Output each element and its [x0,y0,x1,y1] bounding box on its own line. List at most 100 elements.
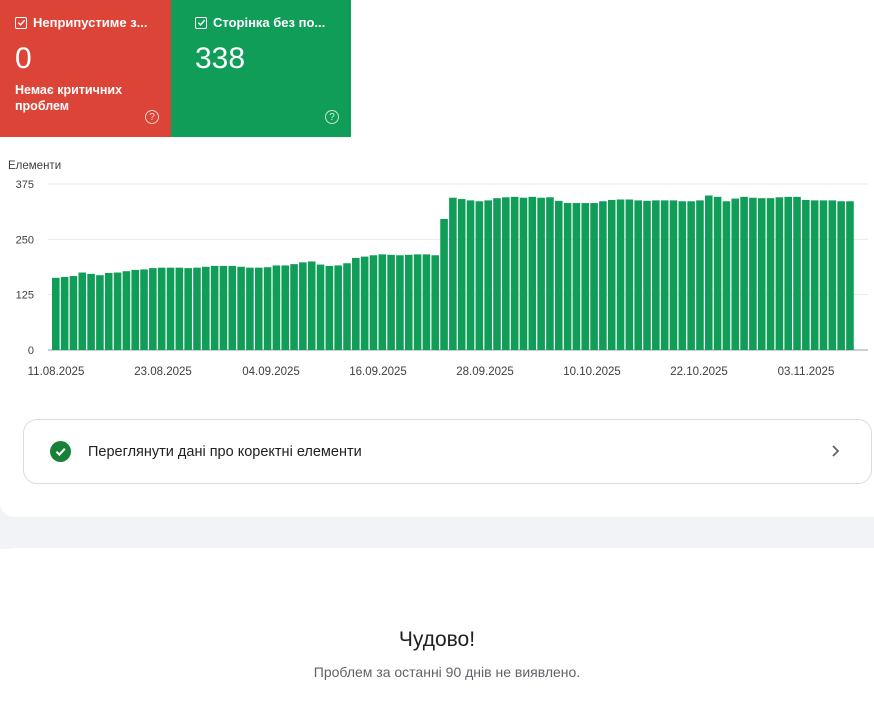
bar[interactable] [413,254,422,350]
bar[interactable] [678,201,687,350]
bar[interactable] [652,200,660,350]
bar[interactable] [599,201,607,350]
bar[interactable] [819,200,828,350]
bar[interactable] [749,197,757,350]
bar[interactable] [254,267,263,350]
bar[interactable] [537,197,545,350]
bar[interactable] [502,197,510,350]
bar[interactable] [387,254,395,350]
bar[interactable] [87,273,95,350]
bar[interactable] [78,272,87,350]
bar[interactable] [113,272,122,350]
bar[interactable] [572,203,581,350]
bar[interactable] [696,200,704,350]
bar[interactable] [334,265,342,350]
bar[interactable] [660,200,669,350]
bar[interactable] [793,196,801,350]
bar[interactable] [175,267,184,350]
bar[interactable] [802,199,810,350]
bar[interactable] [528,196,537,350]
bar[interactable] [643,200,651,350]
bar[interactable] [669,200,678,350]
bar[interactable] [369,255,378,350]
bar[interactable] [440,218,448,350]
bar[interactable] [784,196,792,350]
bar[interactable] [157,267,166,350]
bar[interactable] [202,266,210,350]
bar[interactable] [581,203,590,350]
bar[interactable] [360,256,369,350]
bar[interactable] [722,201,731,350]
bar[interactable] [449,197,457,350]
bar[interactable] [122,271,131,350]
bar[interactable] [687,201,695,350]
bar[interactable] [307,261,316,350]
bar[interactable] [740,196,748,350]
checkbox-checked-icon[interactable] [195,16,207,29]
bar[interactable] [466,200,475,350]
bar[interactable] [493,198,501,350]
bar[interactable] [731,198,740,350]
bar[interactable] [52,277,60,350]
bar[interactable] [828,200,837,350]
bar[interactable] [422,254,431,350]
bar[interactable] [590,203,598,350]
bar[interactable] [69,276,78,350]
bar[interactable] [290,264,298,350]
bar[interactable] [272,265,281,350]
report-section: Неприпустиме з... 0 Немає критичних проб… [0,0,872,484]
bar[interactable] [263,267,272,350]
valid-items-card[interactable]: Сторінка без по... 338 ? [171,0,351,137]
bar[interactable] [96,275,104,350]
bar[interactable] [246,267,254,350]
bar[interactable] [431,255,440,350]
x-tick-label: 23.08.2025 [134,366,192,378]
bar[interactable] [281,265,290,350]
bar[interactable] [193,267,201,350]
bar[interactable] [237,266,245,350]
bar[interactable] [184,268,192,350]
invalid-items-card[interactable]: Неприпустиме з... 0 Немає критичних проб… [0,0,171,137]
bar[interactable] [457,199,466,350]
bar[interactable] [616,199,625,350]
bar[interactable] [563,203,572,350]
bar[interactable] [625,199,634,350]
bar[interactable] [607,199,616,350]
bar[interactable] [484,200,492,350]
view-valid-items-row[interactable]: Переглянути дані про коректні елементи [23,419,872,484]
bar[interactable] [166,267,175,350]
help-icon[interactable]: ? [145,110,159,124]
bar[interactable] [475,201,484,350]
checkbox-checked-icon[interactable] [15,16,27,29]
bar[interactable] [352,257,360,350]
help-icon[interactable]: ? [325,110,339,124]
bar[interactable] [140,269,148,350]
bar[interactable] [104,272,113,350]
bar[interactable] [704,195,713,350]
bar[interactable] [219,265,228,350]
bar[interactable] [325,265,334,350]
bar[interactable] [837,201,845,350]
bar[interactable] [810,200,819,350]
bar[interactable] [766,198,775,350]
bar[interactable] [396,255,404,350]
bar[interactable] [846,201,854,350]
bar[interactable] [316,264,325,350]
bar[interactable] [60,276,69,350]
bar[interactable] [713,196,722,350]
bar[interactable] [634,200,642,350]
bar[interactable] [775,197,784,350]
bar[interactable] [519,197,528,350]
bar[interactable] [404,254,413,350]
bar[interactable] [510,196,519,350]
bar[interactable] [546,197,554,350]
bar[interactable] [131,269,140,350]
bar[interactable] [228,265,237,350]
bar[interactable] [299,262,307,350]
bar[interactable] [554,200,563,350]
bar[interactable] [149,268,157,350]
bar[interactable] [757,198,766,350]
bar[interactable] [210,265,219,350]
bar[interactable] [378,254,387,350]
bar[interactable] [343,263,351,350]
